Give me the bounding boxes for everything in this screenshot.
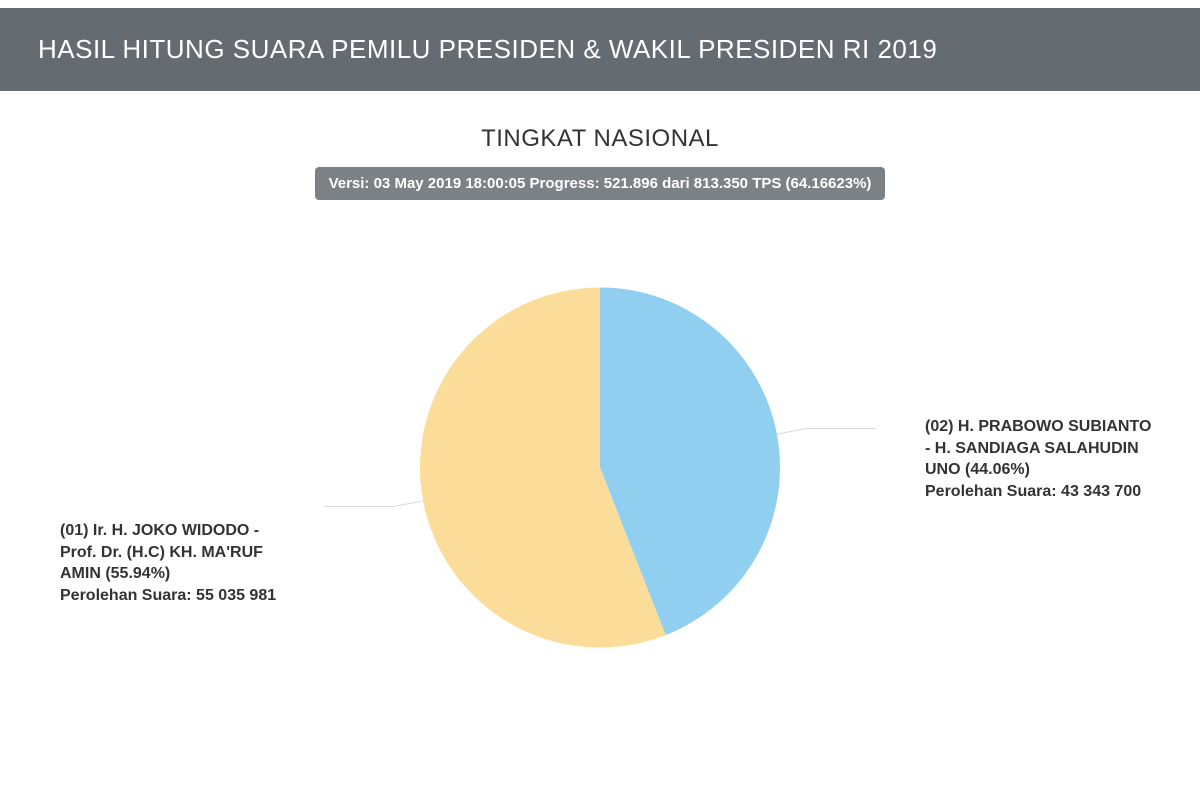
chart-area: (01) Ir. H. JOKO WIDODO - Prof. Dr. (H.C… — [0, 220, 1200, 740]
version-box: Versi: 03 May 2019 18:00:05 Progress: 52… — [315, 167, 886, 200]
header-bar: HASIL HITUNG SUARA PEMILU PRESIDEN & WAK… — [0, 8, 1200, 91]
label-line: (02) H. PRABOWO SUBIANTO — [925, 416, 1165, 438]
candidate-01-label: (01) Ir. H. JOKO WIDODO - Prof. Dr. (H.C… — [60, 520, 300, 606]
label-votes: Perolehan Suara: 43 343 700 — [925, 481, 1165, 503]
label-line: Prof. Dr. (H.C) KH. MA'RUF — [60, 542, 300, 564]
pie-chart — [300, 257, 900, 682]
label-line: - H. SANDIAGA SALAHUDIN — [925, 438, 1165, 460]
version-text: Versi: 03 May 2019 18:00:05 Progress: 52… — [329, 175, 872, 192]
label-line: UNO (44.06%) — [925, 459, 1165, 481]
header-title: HASIL HITUNG SUARA PEMILU PRESIDEN & WAK… — [38, 34, 937, 64]
leader-line-02 — [777, 428, 876, 434]
subtitle: TINGKAT NASIONAL — [0, 125, 1200, 153]
label-line: AMIN (55.94%) — [60, 563, 300, 585]
leader-line-01 — [324, 500, 423, 506]
label-line: (01) Ir. H. JOKO WIDODO - — [60, 520, 300, 542]
label-votes: Perolehan Suara: 55 035 981 — [60, 585, 300, 607]
candidate-02-label: (02) H. PRABOWO SUBIANTO - H. SANDIAGA S… — [925, 416, 1165, 502]
